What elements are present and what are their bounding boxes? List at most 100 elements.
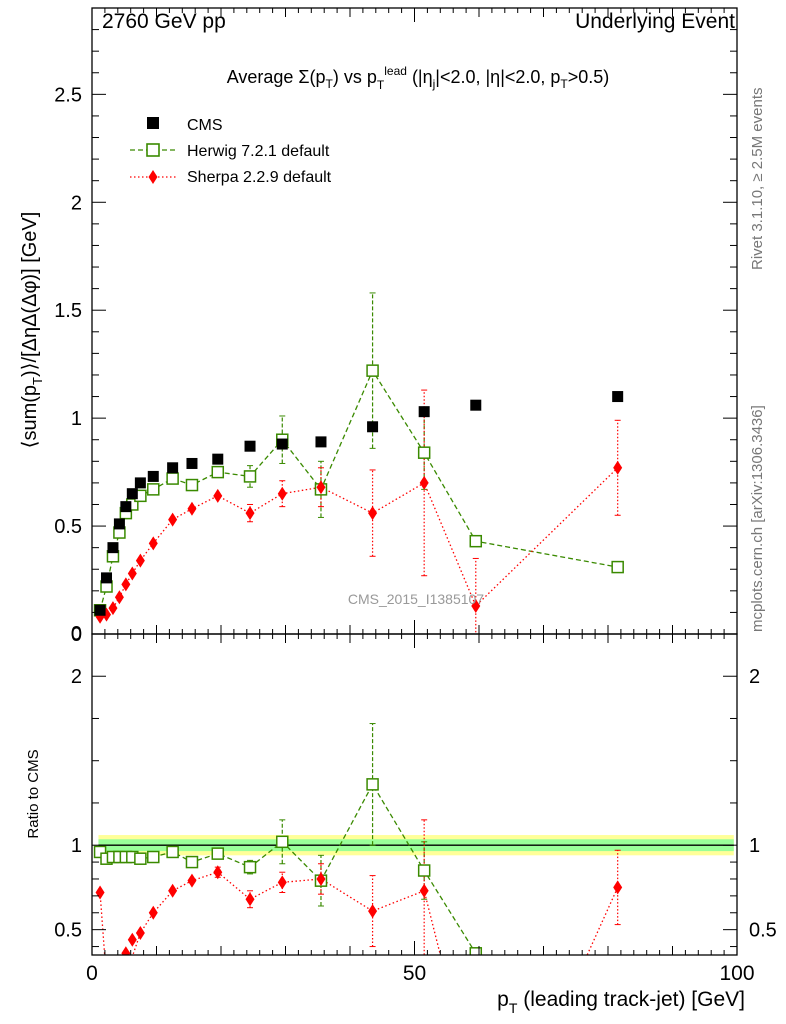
legend-label-sherpa: Sherpa 2.2.9 default xyxy=(187,169,332,186)
herwig-point xyxy=(185,478,199,492)
cms-point xyxy=(147,470,159,482)
herwig-ratio-point xyxy=(469,947,483,955)
sherpa-ratio-point xyxy=(135,926,145,941)
legend-marker-sherpa xyxy=(148,170,158,184)
y-tick-label: 0.5 xyxy=(54,516,82,538)
cms-point xyxy=(244,440,256,452)
herwig-ratio-point xyxy=(166,845,179,859)
herwig-ratio-point xyxy=(366,778,379,791)
legend-label-herwig: Herwig 7.2.1 default xyxy=(187,143,330,160)
sherpa-point xyxy=(127,566,137,581)
sherpa-point xyxy=(121,577,131,592)
herwig-ratio-point xyxy=(211,847,225,860)
cms-point xyxy=(418,406,430,418)
cms-point xyxy=(126,488,138,500)
cms-point xyxy=(134,477,146,489)
sherpa-ratio-point xyxy=(121,946,131,955)
ratio-plot-panel: 0.5 0.5 1 1 2 2 0 50 100 xyxy=(54,633,777,985)
header-left: 2760 GeV pp xyxy=(102,10,226,33)
cms-point xyxy=(120,501,132,513)
header-right: Underlying Event xyxy=(575,10,735,33)
legend-marker-cms xyxy=(147,117,159,129)
herwig-point xyxy=(147,483,160,496)
legend-marker-herwig xyxy=(146,143,160,157)
analysis-watermark: CMS_2015_I1385107 xyxy=(348,591,484,607)
herwig-ratio-point xyxy=(93,845,107,859)
x-tick-label: 0 xyxy=(86,962,98,985)
cms-point xyxy=(101,572,113,584)
sherpa-ratio-point xyxy=(613,880,623,895)
herwig-point xyxy=(166,472,179,485)
cms-point xyxy=(612,391,624,403)
cms-point xyxy=(113,518,125,530)
sherpa-point xyxy=(245,506,255,521)
plot-frame xyxy=(91,633,738,956)
y-tick-label: 1.5 xyxy=(54,300,82,322)
sherpa-point xyxy=(213,488,223,503)
sherpa-point xyxy=(168,512,178,527)
sherpa-point xyxy=(108,601,118,616)
sherpa-ratio-point xyxy=(213,865,223,880)
ratio-series-group xyxy=(93,723,734,955)
sherpa-point xyxy=(148,536,158,551)
sherpa-ratio-point xyxy=(245,892,255,907)
cms-point xyxy=(94,604,106,616)
y-tick-label: 2.5 xyxy=(54,84,82,106)
herwig-line xyxy=(99,369,618,611)
cms-point xyxy=(367,421,379,433)
herwig-ratio-point xyxy=(417,864,431,877)
ratio-y-tick-label-right: 0.5 xyxy=(749,920,777,942)
sherpa-ratio-point xyxy=(187,873,197,888)
ratio-y-tick-label-right: 2 xyxy=(749,666,760,688)
plot-frame xyxy=(91,7,738,635)
sherpa-ratio-point xyxy=(127,932,137,947)
ratio-y-tick-label: 1 xyxy=(71,835,82,857)
herwig-ratio-point xyxy=(134,852,147,865)
plot-title: Average Σ(pT) vs pTlead (|ηj|<2.0, |η|<2… xyxy=(227,64,610,92)
herwig-ratio-point xyxy=(276,835,289,849)
rivet-version-label: Rivet 3.1.10, ≥ 2.5M events xyxy=(749,88,766,271)
sherpa-point xyxy=(187,501,197,516)
sherpa-ratio-point xyxy=(277,875,287,890)
herwig-point xyxy=(417,446,431,459)
main-series-group xyxy=(93,292,624,634)
sherpa-ratio-point xyxy=(95,885,105,900)
cms-point xyxy=(107,542,119,554)
y-axis-label: ⟨sum(pT)⟩/[ΔηΔ(Δφ)] [GeV] xyxy=(19,212,45,449)
legend: CMS Herwig 7.2.1 default Sherpa 2.2.9 de… xyxy=(130,117,332,186)
main-plot-panel: 00.511.522.50 xyxy=(54,7,738,646)
herwig-ratio-point xyxy=(243,860,257,874)
sherpa-point xyxy=(114,590,124,605)
herwig-ratio-point xyxy=(147,850,160,864)
sherpa-point xyxy=(471,598,481,613)
sherpa-point xyxy=(277,486,287,501)
x-tick-label: 100 xyxy=(719,962,754,985)
herwig-point xyxy=(366,364,379,377)
sherpa-ratio-line-end xyxy=(586,887,619,955)
sherpa-point xyxy=(613,460,623,475)
herwig-point xyxy=(243,470,257,483)
cms-point xyxy=(470,399,482,411)
ratio-y-tick-label: 0.5 xyxy=(54,920,82,942)
y-tick-label: 0 xyxy=(71,624,82,646)
mcplots-label: mcplots.cern.ch [arXiv:1306.3436] xyxy=(749,405,766,632)
sherpa-ratio-point xyxy=(148,905,158,920)
ratio-y-axis-label: Ratio to CMS xyxy=(25,749,42,838)
ratio-y-tick-label: 2 xyxy=(71,666,82,688)
sherpa-ratio-point xyxy=(368,904,378,919)
cms-point xyxy=(315,436,327,448)
herwig-point xyxy=(469,534,483,548)
cms-point xyxy=(276,438,288,450)
x-tick-label: 50 xyxy=(403,962,426,985)
cms-point xyxy=(167,462,179,474)
legend-label-cms: CMS xyxy=(187,117,223,134)
sherpa-point xyxy=(135,553,145,568)
sherpa-ratio-point xyxy=(316,871,326,886)
sherpa-point xyxy=(419,475,429,490)
sherpa-point xyxy=(316,480,326,495)
sherpa-ratio-line xyxy=(132,871,442,955)
y-tick-label: 1 xyxy=(71,408,82,430)
y-tick-label-zero: 0 xyxy=(71,623,82,645)
sherpa-ratio-point xyxy=(419,883,429,898)
